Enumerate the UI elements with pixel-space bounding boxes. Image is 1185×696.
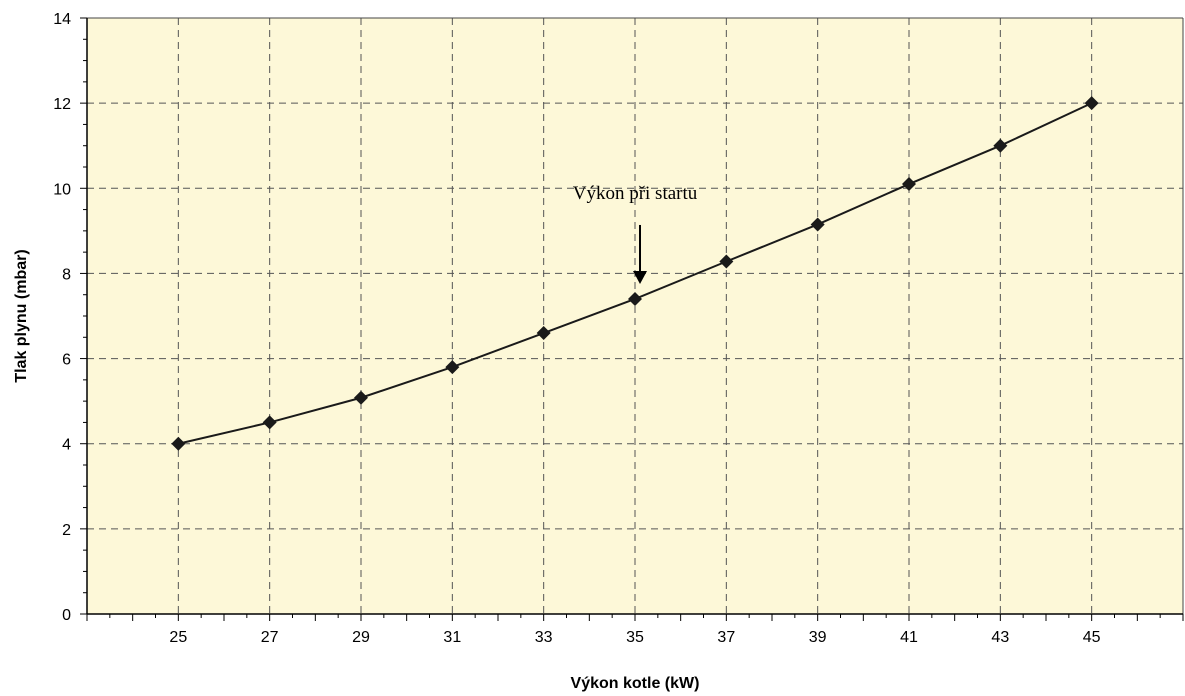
x-tick-label: 43 xyxy=(991,629,1009,646)
y-tick-label: 12 xyxy=(53,96,71,113)
x-tick-label: 33 xyxy=(535,629,553,646)
y-tick-label: 0 xyxy=(62,607,71,624)
annotations: Výkon při startu xyxy=(573,183,698,284)
data-point xyxy=(262,415,277,430)
data-point xyxy=(902,177,916,192)
annotation-label: Výkon při startu xyxy=(573,183,698,204)
data-point xyxy=(993,138,1008,153)
x-tick-label: 27 xyxy=(261,629,279,646)
data-point xyxy=(628,291,642,306)
x-axis-ticks: 25 27 29 31 33 35 37 39 41 43 45 xyxy=(169,629,1100,646)
y-tick-label: 2 xyxy=(62,522,71,539)
y-axis-ticks: 0 2 4 6 8 10 12 14 xyxy=(53,11,71,624)
grid-lines xyxy=(87,18,1183,614)
x-tick-label: 39 xyxy=(809,629,827,646)
x-tick-label: 41 xyxy=(900,629,918,646)
series xyxy=(171,96,1099,451)
axes xyxy=(80,17,1184,621)
x-tick-label: 35 xyxy=(626,629,644,646)
y-tick-label: 4 xyxy=(62,437,71,454)
x-tick-label: 29 xyxy=(352,629,370,646)
y-tick-label: 14 xyxy=(53,11,71,28)
x-tick-label: 45 xyxy=(1083,629,1101,646)
y-axis-title: Tlak plynu (mbar) xyxy=(13,249,30,382)
y-tick-label: 10 xyxy=(53,181,71,198)
y-tick-label: 8 xyxy=(62,266,71,283)
y-tick-label: 6 xyxy=(62,352,71,369)
x-axis-title: Výkon kotle (kW) xyxy=(571,675,700,692)
data-point xyxy=(810,217,825,232)
x-tick-label: 25 xyxy=(169,629,187,646)
data-point xyxy=(719,254,734,269)
annotation-arrow-head xyxy=(633,270,647,284)
x-tick-label: 31 xyxy=(443,629,461,646)
x-tick-label: 37 xyxy=(717,629,735,646)
data-point xyxy=(445,360,460,375)
data-point xyxy=(536,326,551,341)
data-point xyxy=(171,436,186,451)
data-point xyxy=(1084,96,1099,111)
data-point xyxy=(354,390,368,405)
